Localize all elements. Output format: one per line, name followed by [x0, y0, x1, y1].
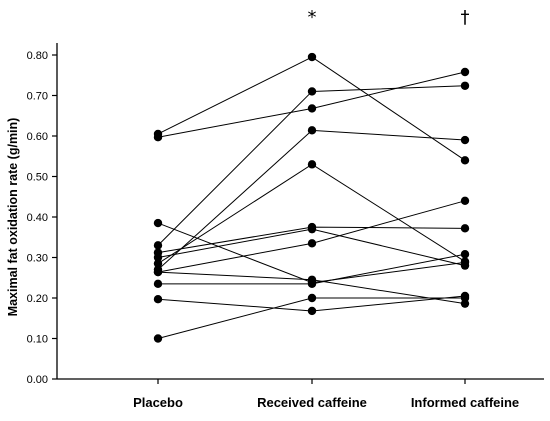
participant-series	[157, 297, 465, 339]
data-point	[307, 160, 317, 169]
y-tick-label: 0.50	[27, 172, 48, 184]
data-point	[153, 259, 163, 268]
data-point	[460, 81, 470, 90]
data-point	[460, 257, 470, 266]
series-line	[157, 200, 466, 273]
series-line	[157, 297, 465, 339]
y-tick-label: 0.70	[27, 91, 48, 103]
significance-marker: *	[308, 7, 317, 28]
series-layer	[153, 52, 470, 343]
data-point	[307, 126, 317, 135]
y-tick-label: 0.80	[27, 50, 48, 62]
data-point	[153, 267, 163, 277]
y-tick-label: 0.20	[27, 293, 48, 305]
x-category-label: Placebo	[133, 395, 183, 410]
data-point	[307, 87, 317, 96]
y-axis-ticks: 0.00 0.10 0.20 0.30 0.40 0.50 0.60 0.70 0.80	[27, 50, 57, 386]
x-category-label: Received caffeine	[257, 395, 367, 410]
data-point	[307, 306, 317, 316]
y-axis-title: Maximal fat oxidation rate (g/min)	[6, 118, 20, 317]
data-point	[460, 67, 470, 77]
data-point	[460, 156, 470, 165]
data-point	[307, 293, 317, 303]
data-point	[153, 241, 163, 250]
data-point	[307, 104, 317, 113]
data-point	[153, 253, 163, 262]
y-tick-label: 0.10	[27, 334, 48, 346]
data-point	[153, 133, 163, 142]
y-tick-label: 0.40	[27, 212, 48, 224]
data-point	[153, 218, 163, 228]
annotation-layer: * †	[308, 7, 470, 28]
x-category-label: Informed caffeine	[411, 395, 519, 410]
data-point	[460, 293, 470, 303]
data-point	[307, 224, 317, 234]
data-point	[307, 52, 317, 62]
participant-series	[157, 200, 466, 273]
data-point	[153, 334, 163, 343]
y-tick-label: 0.00	[27, 374, 48, 386]
data-point	[460, 224, 470, 233]
data-point	[460, 196, 470, 205]
data-point	[307, 239, 317, 248]
y-tick-label: 0.60	[27, 131, 48, 143]
data-point	[153, 279, 163, 289]
y-axis-title-group: Maximal fat oxidation rate (g/min)	[6, 118, 20, 317]
data-point	[460, 250, 470, 259]
data-point	[460, 135, 470, 145]
x-axis-ticks: Placebo Received caffeine Informed caffein…	[133, 379, 519, 410]
y-tick-label: 0.30	[27, 253, 48, 265]
data-point	[153, 295, 163, 304]
significance-marker: †	[461, 7, 470, 28]
data-point	[307, 279, 317, 289]
